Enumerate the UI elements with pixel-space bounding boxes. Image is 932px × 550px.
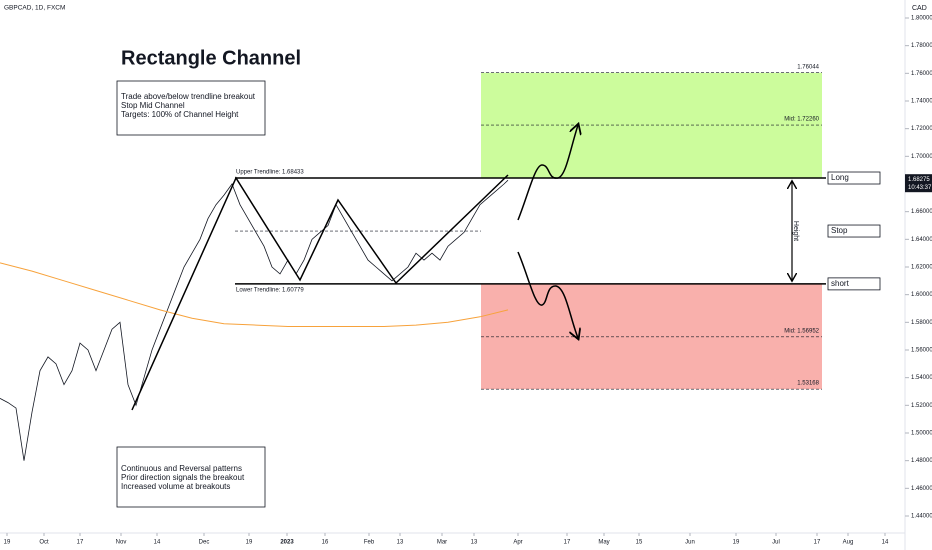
target-level-label: 1.53168 [797, 381, 819, 387]
level-button-label: short [831, 279, 850, 288]
y-tick-label: 1.54000 [911, 375, 932, 381]
note: Trade above/below trendline breakout [121, 92, 256, 101]
last-price-label: 1.68275 [908, 177, 930, 183]
x-tick-label: Feb [364, 540, 375, 546]
y-tick-label: 1.70000 [911, 154, 932, 160]
pattern-line [131, 174, 509, 411]
x-tick-label: 13 [397, 540, 404, 546]
y-tick-label: 1.74000 [911, 99, 932, 105]
note: Increased volume at breakouts [121, 482, 230, 491]
x-tick-label: 19 [733, 540, 740, 546]
x-tick-label: Nov [116, 540, 127, 546]
level-button-label: Long [831, 173, 849, 182]
x-tick-label: 17 [77, 540, 84, 546]
notes-box [116, 446, 266, 508]
breakout-arrow-down [517, 251, 578, 338]
price-line [0, 179, 509, 461]
mid-level-label: Mid: 1.72260 [784, 117, 819, 123]
notes-box [116, 80, 266, 136]
x-tick-label: 19 [246, 540, 253, 546]
level-button [827, 224, 881, 238]
y-tick-label: 1.76000 [911, 71, 932, 77]
x-tick-label: Mar [437, 540, 447, 546]
currency: CAD [912, 5, 927, 12]
trendline-label: Upper Trendline: 1.68433 [236, 170, 304, 176]
y-tick-label: 1.44000 [911, 514, 932, 520]
x-tick-label: Aug [843, 540, 854, 546]
heading: Rectangle Channel [121, 47, 301, 69]
trendline-label: Lower Trendline: 1.60779 [236, 287, 304, 293]
x-tick-label: 16 [322, 540, 329, 546]
note: Prior direction signals the breakout [121, 473, 245, 482]
y-tick-label: 1.48000 [911, 458, 932, 464]
level-button-label: Stop [831, 226, 848, 235]
x-tick-label: Jul [772, 540, 780, 546]
y-tick-label: 1.52000 [911, 403, 932, 409]
x-tick-label: 13 [471, 540, 478, 546]
height-label: Height [792, 221, 799, 241]
moving-average [0, 262, 509, 327]
x-tick-label: 14 [882, 540, 889, 546]
y-tick-label: 1.60000 [911, 292, 932, 298]
countdown: 10:43:37 [908, 185, 932, 191]
y-tick-label: 1.64000 [911, 237, 932, 243]
x-tick-label: Dec [199, 540, 210, 546]
level-button [827, 277, 881, 291]
note: Continuous and Reversal patterns [121, 464, 242, 473]
breakout-arrow-up [517, 125, 578, 221]
x-tick-label: Jun [685, 540, 695, 546]
x-tick-label: 15 [636, 540, 643, 546]
x-tick-label: May [598, 540, 609, 546]
y-tick-label: 1.50000 [911, 431, 932, 437]
y-tick-label: 1.62000 [911, 265, 932, 271]
x-tick-label: 17 [814, 540, 821, 546]
mid-level-label: Mid: 1.56952 [784, 328, 819, 334]
y-tick-label: 1.66000 [911, 209, 932, 215]
x-tick-label: 17 [564, 540, 571, 546]
y-tick-label: 1.46000 [911, 486, 932, 492]
x-tick-label: 2023 [280, 540, 294, 546]
note: Targets: 100% of Channel Height [121, 110, 239, 119]
target-level-label: 1.76044 [797, 64, 819, 70]
x-tick-label: Oct [39, 540, 49, 546]
note: Stop Mid Channel [121, 101, 185, 110]
level-button [827, 171, 881, 185]
x-tick-label: 19 [4, 540, 11, 546]
x-tick-label: Apr [513, 540, 522, 546]
y-tick-label: 1.78000 [911, 43, 932, 49]
y-tick-label: 1.72000 [911, 126, 932, 132]
symbol-title: GBPCAD, 1D, FXCM [4, 5, 65, 12]
x-tick-label: 14 [154, 540, 161, 546]
y-tick-label: 1.80000 [911, 16, 932, 22]
last-price-box [905, 174, 932, 193]
y-tick-label: 1.58000 [911, 320, 932, 326]
y-tick-label: 1.56000 [911, 348, 932, 354]
